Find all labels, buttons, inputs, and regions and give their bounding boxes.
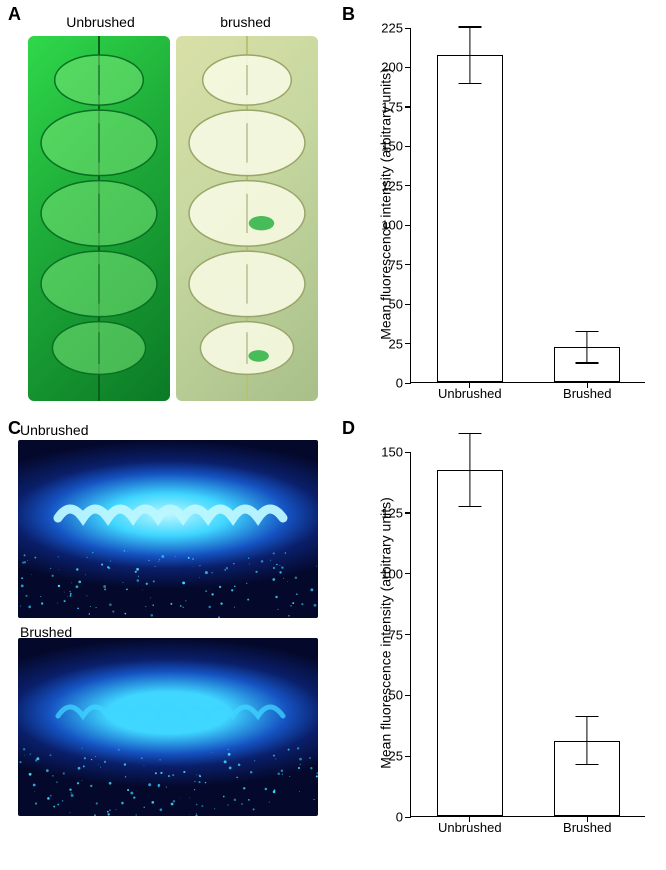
chart-errorcap: [458, 433, 481, 434]
panel-label-d: D: [342, 418, 355, 439]
chart-errorbar: [587, 716, 588, 765]
chart-d-ylabel: Mean fluorescence intensity (arbitrary u…: [377, 450, 393, 815]
panel-a-column-labels: Unbrushed brushed: [28, 14, 318, 30]
chart-bar: [437, 470, 503, 816]
panel-a-unbrushed-image: [28, 36, 170, 401]
panel-c-unbrushed-image: [18, 440, 318, 618]
chart-errorcap: [576, 362, 599, 363]
panel-a-brushed-image: [176, 36, 318, 401]
chart-errorcap: [458, 83, 481, 84]
chart-xticklabel: Unbrushed: [438, 816, 502, 835]
chart-xticklabel: Brushed: [563, 816, 611, 835]
chart-b: 0255075100125150175200225UnbrushedBrushe…: [355, 18, 660, 413]
chart-errorcap: [458, 506, 481, 507]
chart-bar: [437, 55, 503, 382]
figure-root: A B C D Unbrushed brushed Unbrushed Brus…: [0, 0, 666, 870]
panel-c-images: Unbrushed Brushed: [18, 440, 318, 822]
chart-b-plot-area: 0255075100125150175200225UnbrushedBrushe…: [410, 28, 645, 383]
panel-a-unbrushed-label: Unbrushed: [28, 14, 173, 30]
chart-xticklabel: Brushed: [563, 382, 611, 401]
chart-b-ylabel: Mean fluorescence intensity (arbitrary u…: [377, 26, 393, 381]
panel-label-a: A: [8, 4, 21, 25]
chart-d-plot-area: 0255075100125150UnbrushedBrushed: [410, 452, 645, 817]
chart-errorcap: [576, 764, 599, 765]
chart-yticklabel: 0: [396, 810, 411, 825]
chart-errorbar: [587, 332, 588, 364]
chart-errorbar: [469, 434, 470, 507]
chart-d: 0255075100125150UnbrushedBrushed Mean fl…: [355, 442, 660, 847]
chart-errorcap: [576, 716, 599, 717]
chart-yticklabel: 0: [396, 376, 411, 391]
panel-c-unbrushed-label: Unbrushed: [20, 422, 89, 438]
chart-errorbar: [469, 27, 470, 84]
chart-errorcap: [458, 26, 481, 27]
panel-c-brushed-image: [18, 638, 318, 816]
panel-label-b: B: [342, 4, 355, 25]
panel-a-images: [28, 36, 318, 401]
panel-a-brushed-label: brushed: [173, 14, 318, 30]
chart-xticklabel: Unbrushed: [438, 382, 502, 401]
chart-errorcap: [576, 331, 599, 332]
